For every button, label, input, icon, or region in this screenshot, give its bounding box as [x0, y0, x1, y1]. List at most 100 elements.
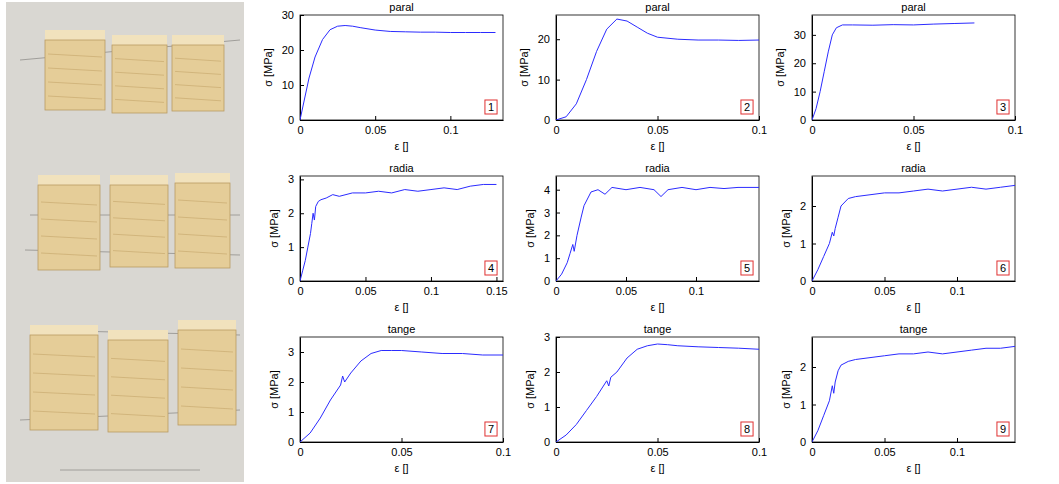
y-tick: 2 — [288, 376, 304, 388]
x-axis-line — [557, 442, 760, 443]
x-tick: 0.05 — [365, 116, 386, 136]
x-tick-label: 0.05 — [647, 446, 668, 458]
plot-frame — [812, 176, 1015, 281]
paper — [6, 2, 244, 482]
x-tick-mark — [885, 438, 886, 442]
y-axis: 01234 — [544, 177, 560, 288]
stress-strain-line — [556, 19, 759, 120]
y-tick: 20 — [794, 57, 816, 69]
panel-title: tange — [900, 323, 928, 335]
panel-number: 2 — [744, 101, 750, 113]
panel-title: radia — [901, 162, 926, 174]
y-tick: 0 — [288, 436, 304, 448]
x-tick-label: 0.05 — [903, 124, 924, 136]
y-tick-mark — [812, 206, 816, 207]
wood-grain — [181, 406, 233, 409]
x-tick-label: 0.05 — [647, 124, 668, 136]
y-tick-mark — [812, 367, 816, 368]
y-tick: 2 — [800, 361, 816, 373]
y-tick-label: 1 — [288, 241, 294, 253]
panel-number-box — [485, 261, 497, 275]
y-axis-line — [556, 16, 557, 121]
plot-area — [300, 26, 495, 121]
y-tick-label: 20 — [282, 44, 294, 56]
x-tick-label: 0.05 — [365, 124, 386, 136]
plot-frame — [300, 176, 503, 281]
wood-grain — [41, 236, 97, 239]
y-tick: 10 — [282, 79, 304, 91]
y-tick: 1 — [800, 399, 816, 411]
y-tick-mark — [556, 407, 560, 408]
y-tick-mark — [300, 382, 304, 383]
x-tick: 0.1 — [424, 277, 439, 297]
y-tick-label: 0 — [288, 275, 294, 287]
x-tick-label: 0 — [297, 285, 303, 297]
y-tick: 20 — [282, 44, 304, 56]
y-axis-title: σ [MPa] — [268, 209, 280, 248]
panel-number: 6 — [1000, 262, 1006, 274]
wood-grain — [41, 219, 97, 222]
panel: 00.050.10123tangeε []σ [MPa]7 — [268, 323, 511, 474]
stress-strain-line — [812, 23, 974, 120]
x-tick-label: 0.1 — [950, 285, 965, 297]
plot-area — [812, 23, 974, 120]
y-axis-line — [300, 16, 301, 121]
wood-grain — [113, 201, 165, 204]
x-tick-label: 0.05 — [874, 285, 895, 297]
x-tick-mark — [658, 116, 659, 120]
x-tick-mark — [1015, 116, 1016, 120]
x-tick-mark — [957, 277, 958, 281]
y-axis: 012 — [800, 177, 816, 288]
x-tick: 0.05 — [647, 116, 668, 136]
x-tick-label: 0 — [553, 446, 559, 458]
x-tick-label: 0 — [553, 124, 559, 136]
x-tick-mark — [496, 277, 497, 281]
y-tick-mark — [556, 337, 560, 338]
x-tick: 0.05 — [391, 438, 412, 458]
y-tick-label: 1 — [544, 252, 550, 264]
x-axis-line — [557, 120, 760, 121]
y-tick-label: 20 — [794, 57, 806, 69]
y-tick: 30 — [282, 9, 304, 21]
x-tick-mark — [503, 438, 504, 442]
panel-number-box — [741, 100, 753, 114]
y-tick-label: 20 — [538, 33, 550, 45]
y-tick-mark — [556, 120, 560, 121]
wood-grain — [115, 72, 164, 75]
y-tick-mark — [300, 352, 304, 353]
y-tick-label: 0 — [544, 114, 550, 126]
x-tick: 0.1 — [950, 277, 965, 297]
y-tick: 1 — [288, 241, 304, 253]
x-tick-label: 0 — [553, 285, 559, 297]
x-tick-label: 0.05 — [874, 446, 895, 458]
panel-number-box — [741, 422, 753, 436]
x-axis-title: ε [] — [906, 301, 920, 313]
plot-frame — [300, 15, 503, 120]
x-axis: 0 0.05 0.1 — [553, 438, 767, 458]
x-tick-mark — [759, 438, 760, 442]
y-tick-mark — [556, 258, 560, 259]
y-tick-label: 10 — [794, 86, 806, 98]
x-axis: 00.050.1 — [809, 116, 1023, 136]
y-tick: 2 — [800, 200, 816, 212]
wood-grain — [175, 98, 221, 101]
x-tick-mark — [885, 277, 886, 281]
y-tick-mark — [556, 281, 560, 282]
block — [110, 185, 168, 267]
panel-number: 1 — [488, 101, 494, 113]
y-tick-mark — [812, 442, 816, 443]
panel-number-box — [997, 261, 1009, 275]
x-tick-label: 0.1 — [752, 446, 767, 458]
x-tick-label: 0 — [809, 446, 815, 458]
plot-frame — [300, 337, 503, 442]
y-tick-mark — [812, 120, 816, 121]
y-axis: 0123 — [544, 331, 560, 448]
y-tick-mark — [556, 80, 560, 81]
x-tick: 0.1 — [950, 438, 965, 458]
x-tick-label: 0.1 — [496, 446, 511, 458]
y-tick: 1 — [800, 238, 816, 250]
panel-title: tange — [388, 323, 416, 335]
y-tick: 0 — [800, 436, 816, 448]
x-tick-label: 0.1 — [1008, 124, 1023, 136]
y-tick-mark — [300, 85, 304, 86]
